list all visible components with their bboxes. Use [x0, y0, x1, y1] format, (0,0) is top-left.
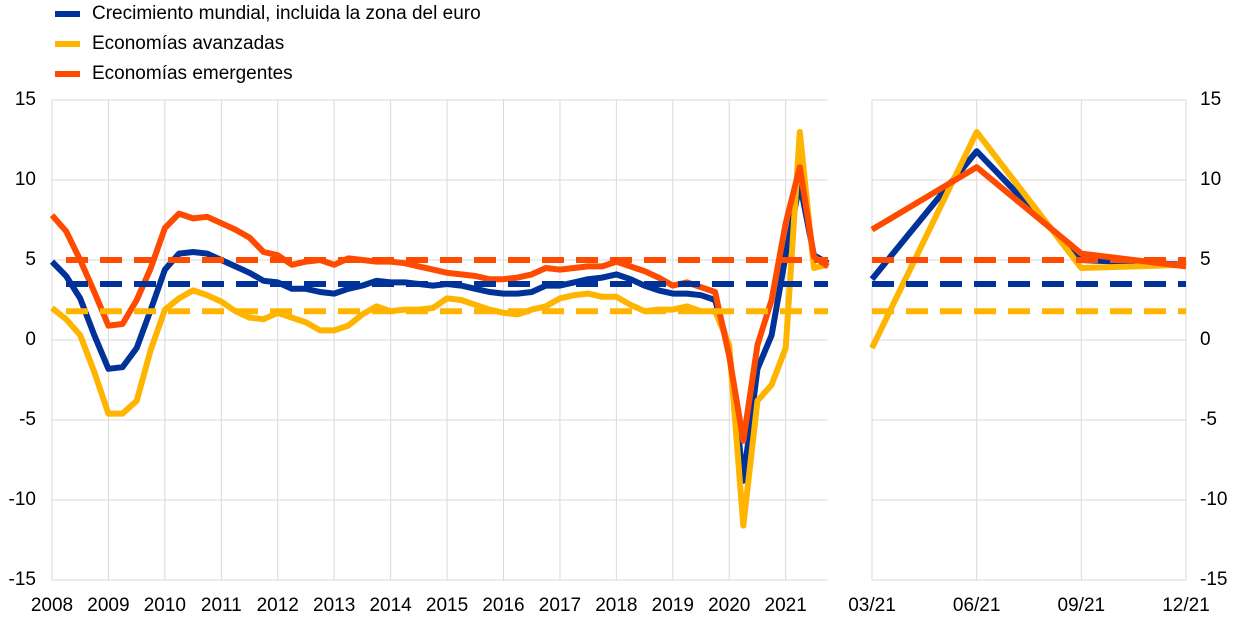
x-tick-label: 2017 [539, 595, 581, 616]
x-tick-label: 2012 [257, 595, 299, 616]
x-tick-label: 06/21 [953, 595, 1001, 616]
y-tick-label: -15 [1200, 569, 1227, 590]
x-tick-label: 03/21 [848, 595, 896, 616]
x-tick-label: 2018 [595, 595, 637, 616]
y-tick-label: -10 [1200, 489, 1227, 510]
legend-label: Economías emergentes [92, 63, 293, 84]
series-line [869, 129, 1187, 350]
series-line [870, 164, 1187, 270]
y-tick-label: 15 [1200, 89, 1221, 110]
x-tick-label: 2015 [426, 595, 468, 616]
y-tick-label: 0 [25, 329, 36, 350]
x-tick-label: 2009 [87, 595, 129, 616]
y-tick-label: 10 [1200, 169, 1221, 190]
x-tick-label: 2010 [144, 595, 186, 616]
legend-label: Crecimiento mundial, incluida la zona de… [92, 3, 481, 24]
y-tick-label: -15 [9, 569, 36, 590]
x-tick-label: 09/21 [1058, 595, 1106, 616]
y-tick-label: 5 [25, 249, 36, 270]
x-tick-label: 2011 [201, 595, 242, 616]
x-tick-label: 2020 [708, 595, 750, 616]
y-tick-label: 15 [15, 89, 36, 110]
x-tick-label: 2014 [369, 595, 412, 616]
y-tick-label: -5 [1200, 409, 1217, 430]
y-tick-label: -10 [9, 489, 36, 510]
y-tick-label: 5 [1200, 249, 1211, 270]
x-tick-label: 2019 [652, 595, 694, 616]
y-tick-label: 0 [1200, 329, 1211, 350]
x-tick-label: 12/21 [1162, 595, 1210, 616]
legend-label: Economías avanzadas [92, 33, 284, 54]
x-tick-label: 2013 [313, 595, 355, 616]
x-tick-label: 2021 [765, 595, 807, 616]
y-tick-label: 10 [15, 169, 36, 190]
y-tick-label: -5 [19, 409, 36, 430]
series-line [50, 129, 829, 529]
x-tick-label: 2008 [31, 595, 73, 616]
x-tick-label: 2016 [482, 595, 524, 616]
